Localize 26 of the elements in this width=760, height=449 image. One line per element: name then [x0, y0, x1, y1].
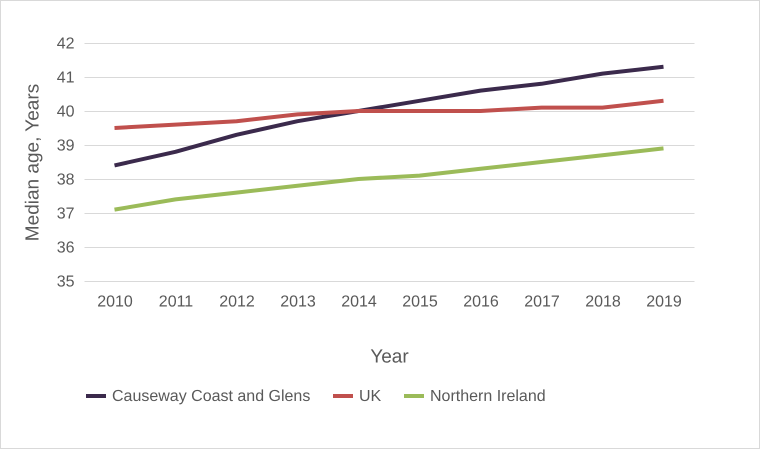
- y-axis-title: Median age, Years: [22, 84, 44, 242]
- legend-label: Causeway Coast and Glens: [112, 388, 310, 405]
- y-tick-label: 41: [56, 70, 75, 86]
- y-tick-label: 40: [56, 104, 75, 120]
- y-tick-label: 35: [56, 274, 75, 290]
- x-tick-label: 2012: [219, 294, 255, 310]
- y-tick-label: 37: [56, 206, 75, 222]
- y-tick-label: 39: [56, 138, 75, 154]
- x-axis-title: Year: [370, 346, 410, 368]
- legend-label: Northern Ireland: [430, 388, 546, 405]
- line-series: [112, 98, 666, 130]
- legend-label: UK: [359, 388, 382, 405]
- y-tick-label: 42: [56, 36, 75, 52]
- x-tick-label: 2019: [646, 294, 682, 310]
- line-series: [112, 146, 666, 212]
- line-series: [112, 64, 666, 168]
- x-tick-label: 2018: [585, 294, 621, 310]
- x-tick-label: 2015: [402, 294, 438, 310]
- x-tick-label: 2014: [341, 294, 377, 310]
- x-tick-label: 2013: [280, 294, 316, 310]
- x-tick-label: 2017: [524, 294, 560, 310]
- y-tick-label: 36: [56, 240, 75, 256]
- x-tick-label: 2011: [158, 294, 194, 310]
- y-tick-label: 38: [56, 172, 75, 188]
- x-tick-label: 2010: [97, 294, 133, 310]
- x-tick-label: 2016: [463, 294, 499, 310]
